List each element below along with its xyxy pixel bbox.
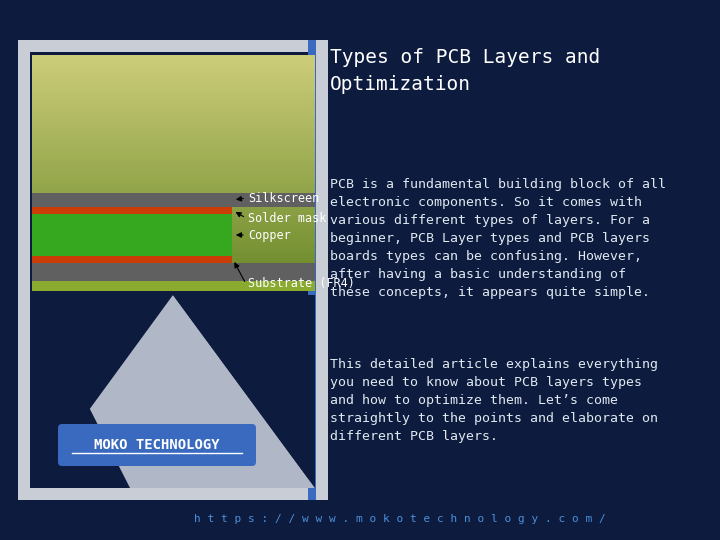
Bar (32, 139, 315, 144)
Bar (32, 154, 315, 159)
Bar (32, 193, 315, 198)
Bar (32, 112, 315, 117)
Bar (32, 166, 315, 171)
Bar (32, 239, 315, 244)
Bar (32, 220, 315, 225)
Bar (32, 124, 315, 129)
Text: Copper: Copper (248, 228, 291, 241)
Text: PCB is a fundamental building block of all
electronic components. So it comes wi: PCB is a fundamental building block of a… (330, 178, 666, 299)
Bar (32, 70, 315, 75)
Bar (32, 109, 315, 113)
Text: This detailed article explains everything
you need to know about PCB layers type: This detailed article explains everythin… (330, 358, 658, 443)
Bar (32, 281, 315, 291)
Bar (32, 78, 315, 83)
Bar (32, 216, 315, 221)
Text: Solder mask: Solder mask (248, 212, 326, 225)
Bar (32, 120, 315, 125)
Bar (32, 201, 315, 206)
Bar (32, 278, 315, 282)
Bar (32, 269, 315, 274)
Bar (32, 197, 315, 201)
Polygon shape (32, 295, 315, 488)
Bar (32, 101, 315, 106)
Bar (32, 227, 315, 232)
Bar (32, 86, 315, 91)
Bar (32, 174, 315, 179)
Bar (32, 212, 315, 217)
Bar (32, 189, 315, 194)
Bar (32, 243, 315, 248)
Bar (32, 128, 315, 133)
Bar (32, 63, 315, 68)
Bar (32, 256, 232, 263)
Text: Types of PCB Layers and
Optimization: Types of PCB Layers and Optimization (330, 48, 600, 93)
Bar (32, 170, 315, 175)
Bar (32, 205, 315, 210)
Bar (32, 74, 315, 79)
Bar (32, 258, 315, 263)
Bar (32, 163, 315, 167)
Polygon shape (173, 295, 315, 488)
Text: MOKO TECHNOLOGY: MOKO TECHNOLOGY (94, 438, 220, 452)
Bar (32, 208, 315, 213)
Text: Silkscreen: Silkscreen (248, 192, 319, 205)
Bar (32, 59, 315, 64)
Bar (32, 136, 315, 140)
Bar (32, 263, 315, 281)
Bar (32, 116, 315, 121)
Bar (18, 40, 328, 500)
Bar (32, 281, 315, 286)
Bar (30, 52, 316, 488)
Bar (32, 93, 315, 98)
Bar (32, 147, 315, 152)
Bar (32, 207, 232, 214)
Bar (32, 97, 315, 102)
Bar (32, 132, 315, 137)
Bar (32, 66, 315, 71)
FancyBboxPatch shape (58, 424, 256, 466)
Bar (32, 273, 315, 278)
Bar (32, 251, 315, 255)
Bar (32, 82, 315, 86)
Bar (32, 247, 315, 252)
Bar (32, 262, 315, 267)
Bar (308, 40, 316, 500)
Bar (32, 55, 315, 60)
Bar (32, 214, 232, 256)
Bar (32, 159, 315, 163)
Bar (32, 181, 315, 186)
Bar (32, 105, 315, 110)
Bar (32, 235, 315, 240)
Bar (32, 231, 315, 236)
Bar (32, 266, 315, 271)
Text: h t t p s : / / w w w . m o k o t e c h n o l o g y . c o m /: h t t p s : / / w w w . m o k o t e c h … (194, 514, 606, 524)
Text: Substrate (FR4): Substrate (FR4) (248, 278, 355, 291)
Bar (32, 90, 315, 94)
Polygon shape (32, 295, 130, 488)
Bar (32, 185, 315, 190)
Bar (32, 143, 315, 148)
Bar (32, 254, 315, 259)
Bar (32, 151, 315, 156)
Bar (32, 178, 315, 183)
Bar (32, 193, 315, 207)
Bar (32, 224, 315, 228)
